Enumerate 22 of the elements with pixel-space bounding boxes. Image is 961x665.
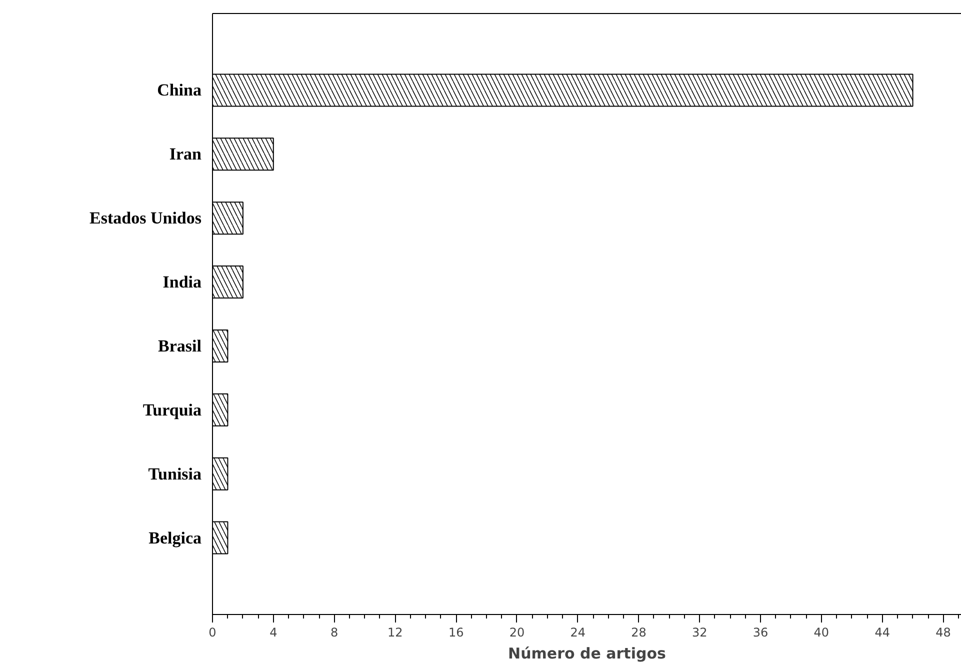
x-tick-label: 32: [692, 626, 708, 640]
x-tick-label: 48: [936, 626, 951, 640]
y-tick-label: Iran: [169, 144, 202, 164]
y-tick-label: Brasil: [158, 336, 202, 356]
x-axis-title: Número de artigos: [508, 644, 666, 662]
y-tick-label: Belgica: [148, 528, 202, 548]
x-tick-label: 36: [752, 626, 768, 640]
y-tick-label: India: [162, 272, 202, 292]
y-tick-label: Tunisia: [148, 464, 202, 484]
x-tick-label: 16: [448, 626, 464, 640]
x-tick-label: 44: [874, 626, 890, 640]
y-tick-label: China: [157, 80, 202, 100]
x-tick-label: 0: [208, 626, 216, 640]
x-tick-label: 28: [631, 626, 646, 640]
x-tick-label: 24: [570, 626, 586, 640]
y-tick-label: Estados Unidos: [90, 208, 202, 228]
x-tick-label: 12: [388, 626, 403, 640]
y-tick-label: Turquia: [142, 400, 202, 420]
x-tick-label: 8: [330, 626, 338, 640]
x-tick-label: 4: [270, 626, 278, 640]
x-tick-label: 40: [814, 626, 830, 640]
x-tick-label: 20: [509, 626, 525, 640]
